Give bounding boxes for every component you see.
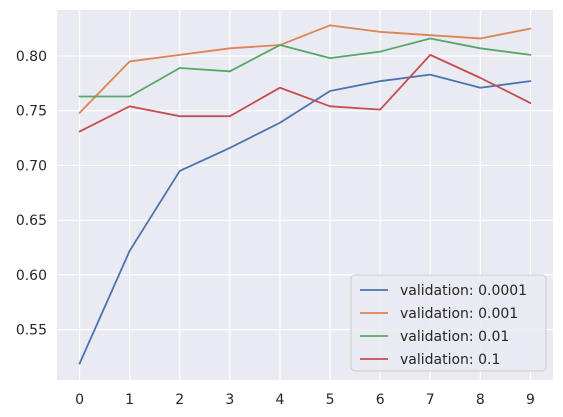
x-tick-label: 1	[125, 392, 134, 408]
legend-label: validation: 0.001	[400, 306, 518, 322]
y-tick-label: 0.80	[16, 49, 47, 65]
x-tick-label: 5	[326, 392, 335, 408]
y-tick-label: 0.55	[16, 323, 47, 339]
x-tick-label: 8	[476, 392, 485, 408]
series-lines	[78, 24, 532, 365]
x-tick-label: 9	[526, 392, 535, 408]
series-line-3	[78, 53, 532, 133]
legend: validation: 0.0001 validation: 0.001 valid…	[350, 274, 547, 372]
y-axis: 0.55 0.60 0.65 0.70 0.75 0.80	[16, 49, 47, 339]
y-tick-label: 0.75	[16, 104, 47, 120]
x-tick-label: 3	[225, 392, 234, 408]
series-line-1	[78, 24, 532, 114]
series-line-0	[78, 73, 532, 365]
legend-label: validation: 0.1	[400, 352, 500, 368]
x-tick-label: 2	[175, 392, 184, 408]
x-tick-label: 7	[426, 392, 435, 408]
x-tick-label: 0	[75, 392, 84, 408]
x-axis: 0 1 2 3 4 5 6 7 8 9	[75, 392, 535, 408]
legend-label: validation: 0.01	[400, 329, 509, 345]
y-tick-label: 0.60	[16, 268, 47, 284]
legend-box	[350, 274, 547, 372]
x-tick-label: 4	[275, 392, 284, 408]
legend-label: validation: 0.0001	[400, 283, 527, 299]
y-tick-label: 0.70	[16, 158, 47, 174]
series-line-2	[78, 37, 532, 98]
y-tick-label: 0.65	[16, 213, 47, 229]
x-tick-label: 6	[376, 392, 385, 408]
